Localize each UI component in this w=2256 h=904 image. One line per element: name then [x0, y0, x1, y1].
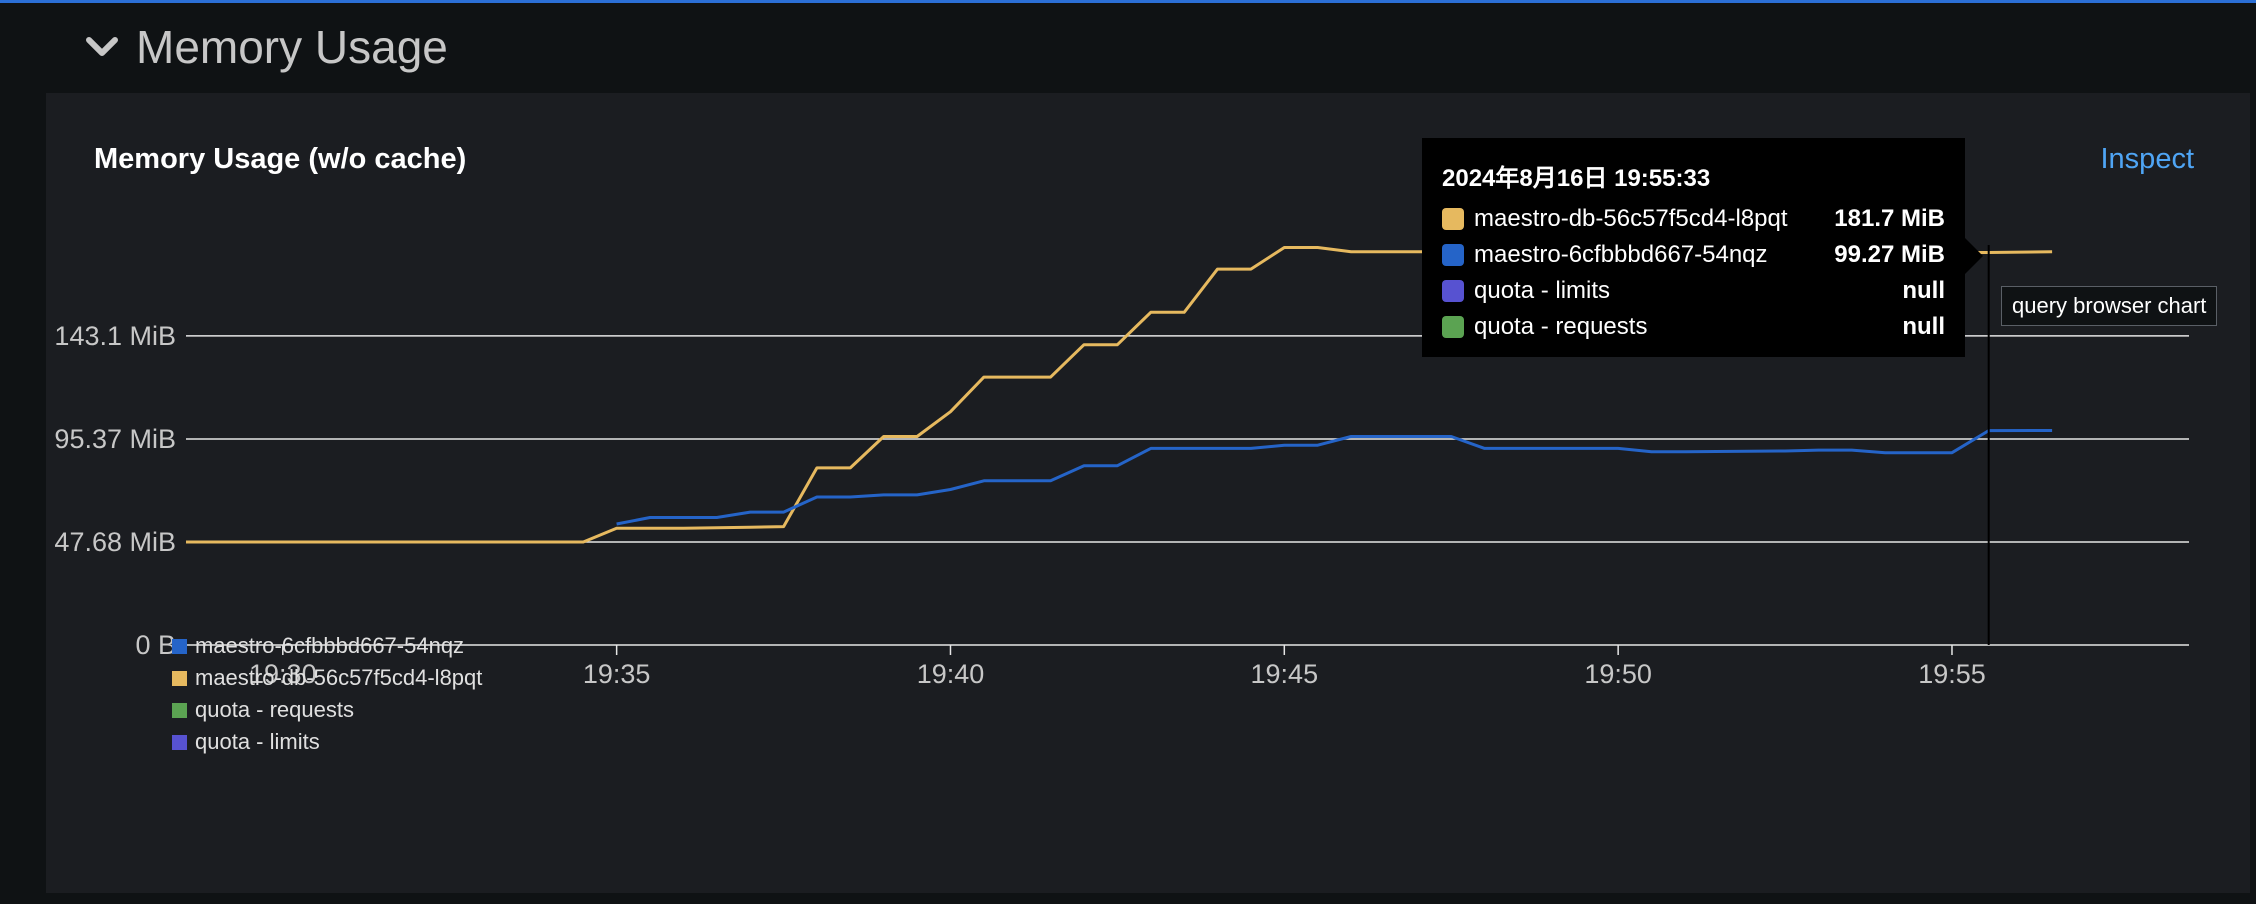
- section-header[interactable]: Memory Usage: [80, 12, 448, 82]
- legend-item[interactable]: quota - requests: [172, 694, 482, 726]
- tooltip-row: quota - limits null: [1442, 273, 1945, 309]
- legend-label: maestro-db-56c57f5cd4-l8pqt: [195, 665, 483, 690]
- legend-label: quota - requests: [195, 697, 354, 722]
- tooltip-row: quota - requests null: [1442, 309, 1945, 345]
- hover-tooltip-label: query browser chart: [2001, 286, 2218, 326]
- tooltip-series-value: null: [1902, 277, 1945, 304]
- y-tick-label: 47.68 MiB: [54, 527, 176, 557]
- tooltip-timestamp: 2024年8月16日 19:55:33: [1442, 165, 1711, 192]
- tooltip-series-name: quota - limits: [1474, 277, 1611, 304]
- series-line-maestro-db-56c57f5cd4-l8pqt: [186, 246, 2053, 544]
- tooltip-series-value: 99.27 MiB: [1834, 241, 1945, 268]
- legend-swatch: [172, 734, 187, 750]
- tooltip-series-value: 181.7 MiB: [1834, 205, 1945, 232]
- inspect-link[interactable]: Inspect: [2100, 143, 2195, 175]
- y-tick-label: 95.37 MiB: [54, 424, 176, 454]
- x-tick-label: 19:45: [1251, 659, 1319, 689]
- top-accent-bar: [0, 0, 2256, 3]
- legend-swatch: [172, 670, 187, 686]
- tooltip-rows: maestro-db-56c57f5cd4-l8pqt 181.7 MiB maes…: [1442, 201, 1945, 345]
- legend-swatch: [172, 638, 187, 654]
- x-tick-label: 19:40: [917, 659, 985, 689]
- tooltip-row: maestro-db-56c57f5cd4-l8pqt 181.7 MiB: [1442, 201, 1945, 237]
- tooltip-swatch: [1442, 316, 1464, 338]
- x-tick-label: 19:30: [249, 659, 317, 689]
- chevron-down-icon[interactable]: [80, 25, 124, 69]
- x-tick-label: 19:55: [1918, 659, 1986, 689]
- legend-item[interactable]: maestro-db-56c57f5cd4-l8pqt: [172, 662, 482, 694]
- tooltip-series-name: maestro-db-56c57f5cd4-l8pqt: [1474, 205, 1788, 232]
- tooltip-swatch: [1442, 280, 1464, 302]
- series-line-maestro-6cfbbbd667-54nqz: [616, 429, 2053, 526]
- section-title: Memory Usage: [136, 21, 448, 73]
- chart-tooltip: 2024年8月16日 19:55:33 maestro-db-56c57f5cd…: [1422, 138, 1983, 357]
- legend-swatch: [172, 702, 187, 718]
- legend-item[interactable]: maestro-6cfbbbd667-54nqz: [172, 630, 482, 662]
- x-tick-label: 19:50: [1584, 659, 1652, 689]
- chart-legend: maestro-6cfbbbd667-54nqz maestro-db-56c57…: [172, 630, 482, 758]
- tooltip-series-value: null: [1902, 313, 1945, 340]
- tooltip-swatch: [1442, 208, 1464, 230]
- x-tick-label: 19:35: [583, 659, 651, 689]
- tooltip-swatch: [1442, 244, 1464, 266]
- tooltip-row: maestro-6cfbbbd667-54nqz 99.27 MiB: [1442, 237, 1945, 273]
- legend-item[interactable]: quota - limits: [172, 726, 482, 758]
- legend-label: maestro-6cfbbbd667-54nqz: [195, 633, 465, 658]
- y-tick-label: 0 B: [135, 630, 176, 660]
- panel-title: Memory Usage (w/o cache): [94, 143, 467, 175]
- y-tick-label: 143.1 MiB: [54, 321, 176, 351]
- legend-label: quota - limits: [195, 729, 320, 754]
- tooltip-series-name: quota - requests: [1474, 313, 1648, 340]
- tooltip-series-name: maestro-6cfbbbd667-54nqz: [1474, 241, 1768, 268]
